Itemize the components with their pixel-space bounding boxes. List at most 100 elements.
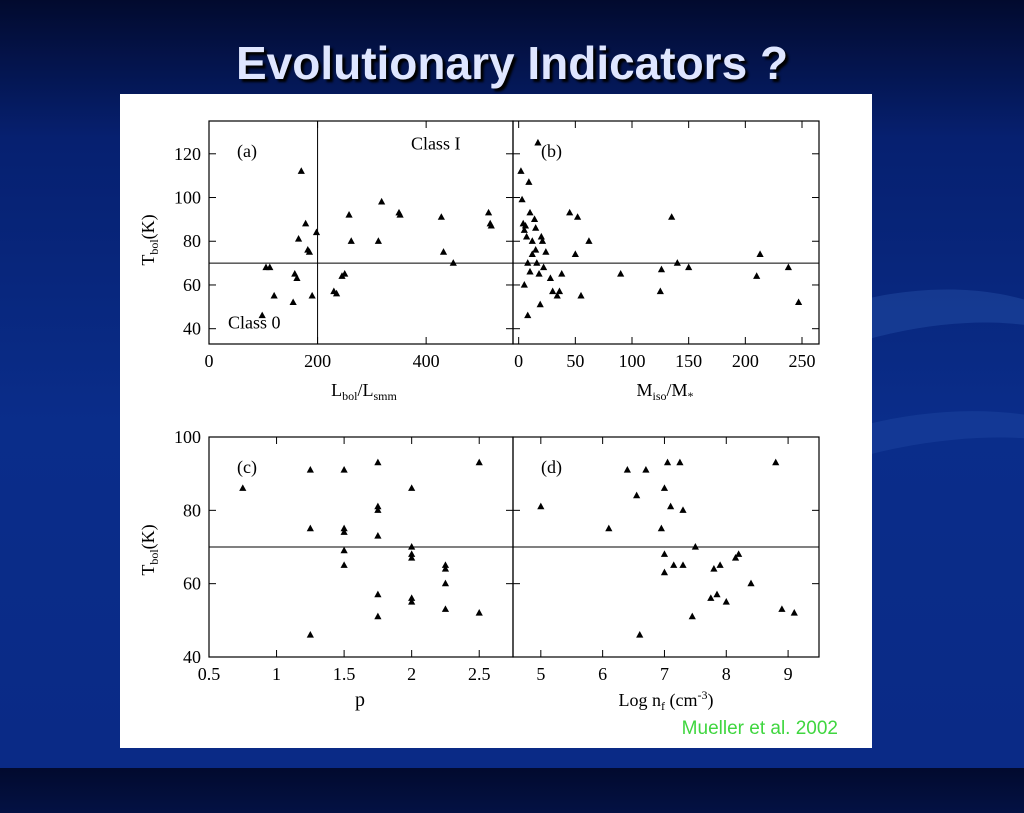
data-point-c [475, 458, 483, 466]
data-point-d [670, 561, 678, 568]
data-point-a [347, 237, 355, 244]
data-point-d [605, 524, 613, 532]
data-point-b [521, 221, 530, 229]
x-tick-label-c: 2 [407, 664, 416, 684]
data-point-b [566, 208, 574, 216]
data-point-a [332, 289, 341, 297]
chart-panel-a: 0 200 400 40 60 80 100 120 (a) Class I Class 0 [174, 120, 514, 371]
x-tick-label-a: 400 [413, 351, 440, 371]
data-point-b [523, 232, 531, 240]
data-point-a [437, 213, 445, 220]
data-point-b [753, 272, 761, 279]
x-tick-label-b: 0 [514, 351, 523, 371]
data-point-d [716, 561, 724, 568]
data-point-d [747, 579, 755, 587]
chart-panel-d: 5 6 7 8 9 (d) [512, 436, 820, 684]
data-point-c [374, 458, 382, 466]
data-point-b [553, 291, 561, 299]
data-point-c [441, 579, 450, 587]
data-point-b [656, 287, 664, 295]
y-tick-label-a: 100 [174, 188, 201, 208]
data-point-b [546, 274, 554, 282]
data-point-d [691, 543, 699, 550]
x-tick-label-b: 250 [789, 351, 816, 371]
data-point-d [688, 612, 696, 620]
data-point-a [341, 270, 349, 277]
x-tick-label-d: 9 [784, 664, 793, 684]
data-point-d [642, 466, 650, 473]
data-point-c [441, 565, 450, 572]
data-point-c [408, 554, 416, 561]
data-point-b [532, 224, 540, 231]
data-point-c [408, 550, 416, 557]
xlabel-b: Miso/M* [636, 380, 693, 403]
data-point-a [312, 228, 321, 236]
data-point-b [537, 232, 545, 240]
figure-panel: 0 200 400 40 60 80 100 120 (a) Class I Class 0 0 50… [120, 94, 872, 748]
data-point-a [374, 237, 382, 244]
chart-panel-c: 0.5 1 1.5 2 2.5 40 60 80 100 (c) [174, 427, 514, 684]
x-tick-label-c: 1.5 [333, 664, 356, 684]
data-point-a [345, 211, 353, 218]
chart-panel-b: 0 50 100 150 200 250 (b) [512, 120, 820, 371]
data-point-b [524, 259, 532, 266]
x-tick-label-d: 6 [598, 664, 607, 684]
panel-label-a: (a) [237, 141, 257, 162]
data-point-d [660, 484, 669, 491]
data-point-b [530, 215, 539, 222]
data-point-d [735, 550, 743, 557]
data-point-b [784, 263, 792, 271]
x-tick-label-c: 1 [272, 664, 281, 684]
data-point-a [449, 259, 457, 266]
data-point-c [374, 502, 382, 510]
xlabel-c: p [355, 689, 365, 711]
data-point-d [660, 568, 669, 576]
x-tick-label-b: 200 [732, 351, 759, 371]
data-point-b [542, 248, 550, 255]
data-point-c [475, 609, 483, 616]
xlabel-d: Log nf (cm-3) [619, 688, 714, 713]
data-point-d [710, 565, 718, 572]
data-point-a [294, 235, 303, 242]
data-point-d [707, 594, 715, 601]
data-point-c [374, 590, 382, 598]
data-point-a [484, 208, 493, 216]
data-point-c [340, 528, 348, 535]
data-point-c [408, 594, 416, 601]
data-point-c [306, 466, 314, 473]
data-point-a [258, 311, 266, 319]
data-point-c [340, 546, 348, 554]
data-point-c [441, 561, 450, 568]
data-point-c [340, 561, 348, 568]
data-point-a [297, 167, 305, 174]
data-point-d [676, 458, 684, 466]
data-point-b [524, 311, 532, 319]
data-point-b [549, 287, 557, 295]
data-point-d [772, 458, 780, 466]
data-point-a [487, 221, 495, 229]
data-point-b [657, 265, 666, 273]
data-point-c [408, 484, 416, 491]
panel-label-c: (c) [237, 457, 257, 478]
x-tick-label-b: 50 [566, 351, 584, 371]
data-point-a [308, 291, 316, 299]
y-tick-label-a: 40 [183, 319, 201, 339]
data-point-d [657, 524, 665, 532]
data-point-c [374, 612, 382, 620]
x-tick-label-c: 0.5 [198, 664, 221, 684]
data-point-d [537, 502, 545, 510]
slide-title: Evolutionary Indicators ? [235, 37, 789, 89]
data-point-d [636, 631, 644, 638]
data-point-b [535, 270, 543, 277]
data-point-b [532, 245, 540, 253]
data-point-d [667, 502, 675, 510]
data-point-a [293, 274, 301, 282]
data-point-b [795, 298, 803, 306]
data-point-c [306, 524, 314, 532]
data-point-b [555, 287, 564, 295]
x-tick-label-d: 5 [536, 664, 545, 684]
ylabel-a: Tbol(K) [138, 214, 161, 265]
data-point-a [305, 248, 314, 255]
data-point-b [577, 291, 585, 299]
data-point-c [306, 631, 314, 638]
